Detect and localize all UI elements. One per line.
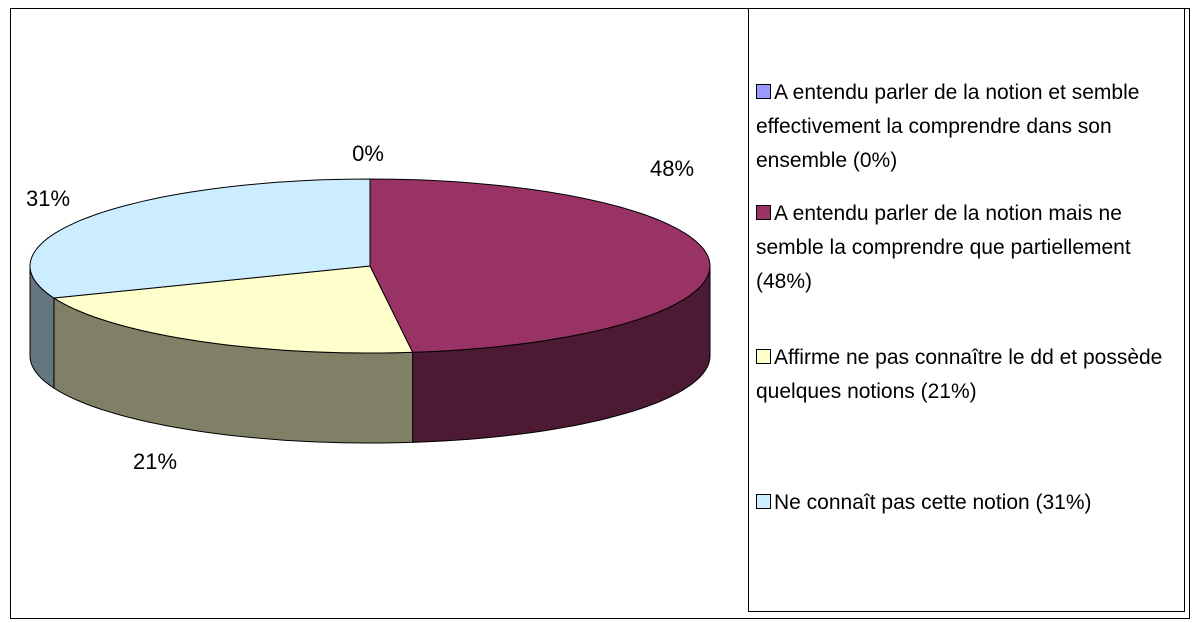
legend-label: Affirme ne pas connaître le dd et possèd… (756, 346, 1163, 403)
legend-swatch (756, 84, 771, 99)
legend-entry: Affirme ne pas connaître le dd et possèd… (756, 341, 1176, 409)
legend-entry: Ne connaît pas cette notion (31%) (756, 486, 1176, 520)
legend-swatch (756, 349, 771, 364)
legend-swatch (756, 205, 771, 220)
legend-label: A entendu parler de la notion mais ne se… (756, 202, 1131, 293)
legend-swatch (756, 494, 771, 509)
legend-entry: A entendu parler de la notion mais ne se… (756, 197, 1176, 299)
data-label: 0% (352, 141, 384, 166)
legend-label: Ne connaît pas cette notion (31%) (774, 491, 1092, 514)
slice (369, 178, 711, 353)
legend-label: A entendu parler de la notion et semble … (756, 81, 1140, 172)
legend-box (748, 8, 1185, 612)
legend-entry: A entendu parler de la notion et semble … (756, 76, 1176, 178)
data-label: 31% (26, 186, 70, 211)
slice (52, 265, 414, 354)
data-label: 21% (133, 449, 177, 474)
slice (29, 178, 371, 299)
data-label: 48% (650, 156, 694, 181)
